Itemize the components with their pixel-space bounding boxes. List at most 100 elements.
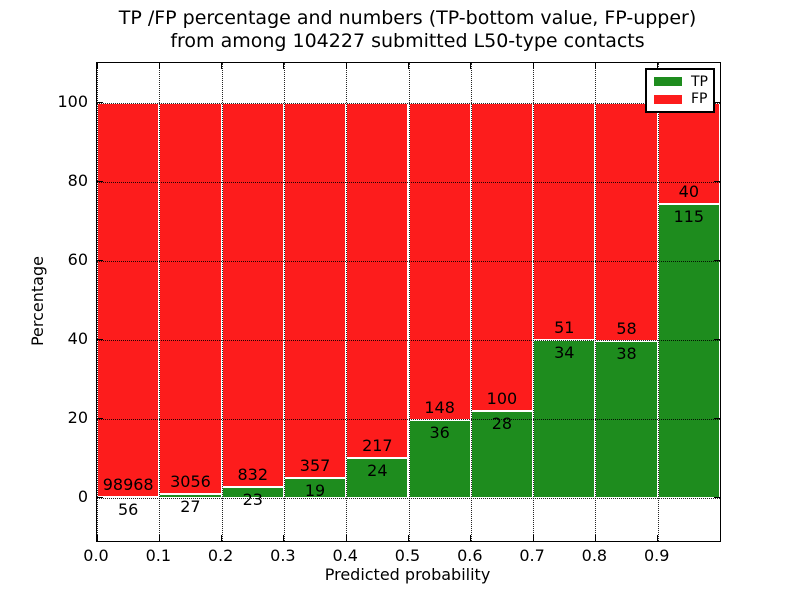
bar-segment-fp xyxy=(595,102,658,342)
bar-label-fp-count: 148 xyxy=(424,398,455,418)
y-tick-left xyxy=(97,497,103,499)
x-tick-label: 0.0 xyxy=(83,546,109,565)
x-tick-bottom xyxy=(283,535,285,541)
y-tick-left xyxy=(97,418,103,420)
y-tick-label: 0 xyxy=(77,486,88,506)
chart-title-line1: TP /FP percentage and numbers (TP-bottom… xyxy=(118,7,697,29)
y-tick-label: 20 xyxy=(67,407,88,427)
x-tick-top xyxy=(283,63,285,69)
y-tick-right xyxy=(714,339,720,341)
bar-label-tp-count: 28 xyxy=(491,414,513,434)
x-tick-bottom xyxy=(158,535,160,541)
x-tick-top xyxy=(657,63,659,69)
x-gridline xyxy=(159,63,161,541)
bar-label-fp-count: 40 xyxy=(678,182,700,202)
y-tick-right xyxy=(714,260,720,262)
x-tick-bottom xyxy=(657,535,659,541)
x-gridline xyxy=(97,63,98,541)
bar-label-fp-count: 357 xyxy=(299,455,331,475)
x-tick-top xyxy=(158,63,160,69)
bar-segment-fp xyxy=(283,102,347,478)
x-tick-label: 0.3 xyxy=(270,546,296,565)
x-tick-top xyxy=(221,63,223,69)
x-tick-bottom xyxy=(221,535,223,541)
x-tick-bottom xyxy=(532,535,534,541)
bar-label-tp-count: 24 xyxy=(367,461,388,481)
bar-label-fp-count: 100 xyxy=(486,389,518,409)
bar-label-tp-count: 36 xyxy=(429,423,450,443)
y-tick-left xyxy=(97,102,103,103)
x-tick-label: 0.1 xyxy=(145,546,172,565)
bar-label-fp-count: 98968 xyxy=(102,475,154,495)
y-axis-label: Percentage xyxy=(28,256,47,347)
bar-label-fp-count: 217 xyxy=(362,436,393,456)
y-tick-label: 80 xyxy=(67,170,88,190)
x-tick-label: 0.9 xyxy=(643,546,670,565)
x-gridline xyxy=(346,63,348,541)
bar-label-tp-count: 23 xyxy=(242,489,263,509)
x-tick-top xyxy=(532,63,534,69)
bar-segment-tp xyxy=(470,411,534,498)
x-gridline xyxy=(595,63,597,541)
x-tick-top xyxy=(408,63,409,69)
x-tick-top xyxy=(345,63,347,69)
x-tick-label: 0.5 xyxy=(394,546,421,565)
bar-label-tp-count: 38 xyxy=(616,344,637,364)
x-tick-top xyxy=(96,63,98,69)
x-tick-bottom xyxy=(594,535,596,541)
x-axis-label: Predicted probability xyxy=(324,565,491,584)
y-tick-left xyxy=(97,181,103,182)
legend-item-tp: TP xyxy=(654,73,708,90)
plot-area: 98968 56 3056 27 832 23 357 19 217 24 148 36 100 28 51… xyxy=(96,62,721,542)
x-gridline xyxy=(533,63,535,541)
y-tick-label: 100 xyxy=(57,91,88,111)
chart-title-line2: from among 104227 submitted L50-type con… xyxy=(170,30,645,52)
x-tick-label: 0.2 xyxy=(207,546,234,565)
fp-swatch-icon xyxy=(654,94,682,104)
y-tick-left xyxy=(97,339,103,341)
legend-label-tp: TP xyxy=(691,73,708,90)
x-tick-bottom xyxy=(345,535,347,541)
x-tick-label: 0.7 xyxy=(519,546,545,565)
x-gridline xyxy=(221,63,223,541)
bar-label-fp-count: 832 xyxy=(237,464,269,484)
x-tick-bottom xyxy=(470,535,472,541)
bar-label-tp-count: 34 xyxy=(554,342,575,362)
bar-label-fp-count: 58 xyxy=(616,319,637,339)
x-tick-bottom xyxy=(408,535,409,541)
x-gridline xyxy=(657,63,659,541)
bar-label-tp-count: 27 xyxy=(180,497,201,517)
x-gridline xyxy=(283,63,285,541)
x-tick-label: 0.4 xyxy=(332,546,358,565)
y-tick-left xyxy=(97,260,103,262)
y-tick-right xyxy=(714,102,720,103)
bar-segment-tp xyxy=(346,458,409,498)
bar-segment-fp xyxy=(533,102,596,340)
x-tick-top xyxy=(594,63,596,69)
legend-label-fp: FP xyxy=(691,91,708,108)
bar-label-tp-count: 19 xyxy=(304,480,326,500)
y-tick-right xyxy=(714,181,720,182)
legend: TP FP xyxy=(645,68,715,113)
bar-segment-fp xyxy=(470,102,534,412)
bar-label-fp-count: 51 xyxy=(554,317,575,337)
bar-segment-fp xyxy=(346,102,409,459)
bar-segment-fp xyxy=(97,102,160,498)
x-tick-label: 0.8 xyxy=(581,546,608,565)
x-tick-top xyxy=(470,63,472,69)
x-tick-label: 0.6 xyxy=(457,546,483,565)
bar-label-tp-count: 56 xyxy=(117,500,139,520)
x-gridline xyxy=(408,63,410,541)
bar-segment-fp xyxy=(159,102,222,495)
bar-label-fp-count: 3056 xyxy=(170,472,211,492)
y-tick-right xyxy=(714,497,720,499)
bar-label-tp-count: 115 xyxy=(673,207,705,227)
y-tick-label: 60 xyxy=(67,249,88,269)
legend-item-fp: FP xyxy=(654,91,708,108)
bar-segment-tp xyxy=(657,204,720,498)
x-tick-bottom xyxy=(96,535,98,541)
y-tick-right xyxy=(714,418,720,420)
bar-segment-fp xyxy=(221,102,284,487)
tp-swatch-icon xyxy=(654,77,682,87)
